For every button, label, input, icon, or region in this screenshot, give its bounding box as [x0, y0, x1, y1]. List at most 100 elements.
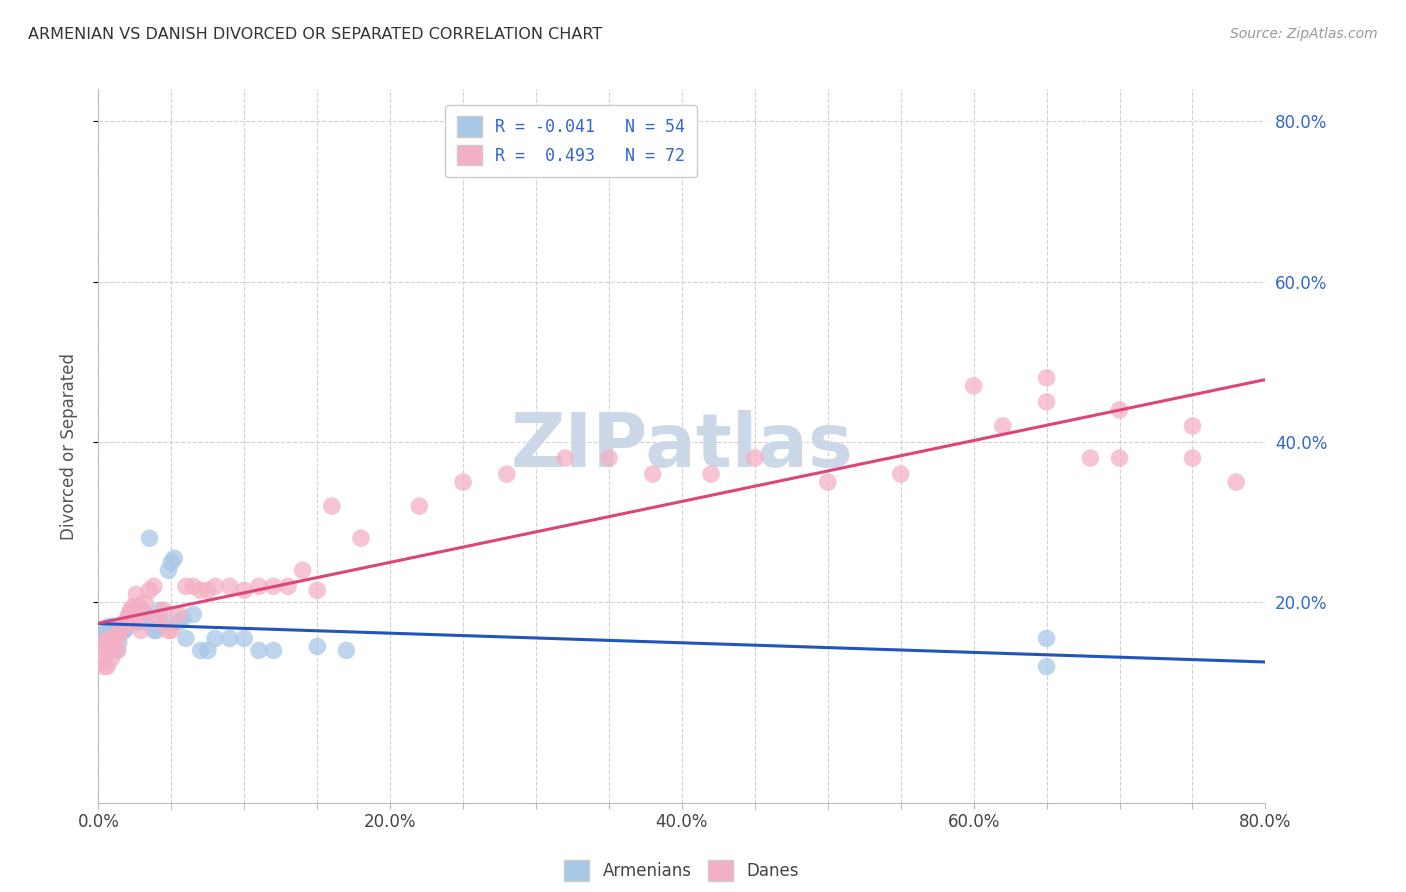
Point [146, 624, 169, 638]
Point [110, 624, 132, 638]
Point [233, 632, 256, 646]
Point [262, 579, 284, 593]
Point [1181, 419, 1204, 434]
Point [98, 643, 121, 657]
Point [108, 627, 131, 641]
Point [94, 632, 117, 646]
Point [135, 615, 157, 630]
Point [744, 450, 766, 465]
Point [103, 632, 125, 646]
Point [1035, 371, 1057, 385]
Point [138, 583, 160, 598]
Point [118, 607, 141, 622]
Point [100, 651, 122, 665]
Point [124, 611, 146, 625]
Point [120, 615, 142, 630]
Point [153, 615, 176, 630]
Point [128, 603, 150, 617]
Point [350, 531, 373, 545]
Point [163, 551, 186, 566]
Point [307, 583, 329, 598]
Point [991, 419, 1014, 434]
Point [111, 619, 134, 633]
Point [104, 632, 127, 646]
Point [120, 603, 142, 617]
Point [233, 583, 256, 598]
Point [97, 632, 120, 646]
Point [1035, 632, 1057, 646]
Point [1108, 450, 1130, 465]
Point [115, 619, 138, 633]
Point [117, 615, 139, 630]
Point [817, 475, 839, 489]
Point [598, 450, 620, 465]
Point [149, 615, 172, 630]
Point [101, 619, 124, 633]
Point [125, 587, 148, 601]
Point [96, 659, 118, 673]
Point [247, 643, 270, 657]
Point [96, 627, 118, 641]
Point [125, 615, 148, 630]
Point [98, 627, 121, 641]
Point [97, 632, 120, 646]
Text: ZIPatlas: ZIPatlas [510, 409, 853, 483]
Point [307, 640, 329, 654]
Point [408, 499, 430, 513]
Point [1225, 475, 1247, 489]
Point [142, 579, 165, 593]
Point [1181, 450, 1204, 465]
Point [91, 627, 114, 641]
Point [118, 607, 141, 622]
Point [1035, 395, 1057, 409]
Point [190, 643, 212, 657]
Point [149, 603, 172, 617]
Point [108, 635, 131, 649]
Point [115, 615, 138, 630]
Point [1080, 450, 1102, 465]
Point [93, 627, 115, 641]
Point [321, 499, 343, 513]
Point [105, 643, 128, 657]
Point [101, 643, 124, 657]
Point [204, 579, 226, 593]
Point [167, 607, 190, 622]
Point [335, 643, 357, 657]
Y-axis label: Divorced or Separated: Divorced or Separated [59, 352, 77, 540]
Point [129, 624, 152, 638]
Point [218, 632, 240, 646]
Point [291, 563, 314, 577]
Point [134, 595, 156, 609]
Point [94, 643, 117, 657]
Point [100, 632, 122, 646]
Point [117, 615, 139, 630]
Point [138, 531, 160, 545]
Point [277, 579, 299, 593]
Point [104, 632, 127, 646]
Point [962, 379, 984, 393]
Point [204, 632, 226, 646]
Point [157, 624, 180, 638]
Point [172, 611, 194, 625]
Point [114, 624, 136, 638]
Text: Source: ZipAtlas.com: Source: ZipAtlas.com [1230, 27, 1378, 41]
Point [190, 583, 212, 598]
Text: ARMENIAN VS DANISH DIVORCED OR SEPARATED CORRELATION CHART: ARMENIAN VS DANISH DIVORCED OR SEPARATED… [28, 27, 602, 42]
Point [112, 624, 135, 638]
Point [1035, 659, 1057, 673]
Point [128, 599, 150, 614]
Point [91, 651, 114, 665]
Point [112, 619, 135, 633]
Point [160, 624, 183, 638]
Point [641, 467, 664, 481]
Point [90, 635, 112, 649]
Point [890, 467, 912, 481]
Point [127, 615, 149, 630]
Point [197, 643, 219, 657]
Point [122, 599, 145, 614]
Point [131, 603, 153, 617]
Point [90, 632, 112, 646]
Point [262, 643, 284, 657]
Point [121, 603, 143, 617]
Point [167, 615, 190, 630]
